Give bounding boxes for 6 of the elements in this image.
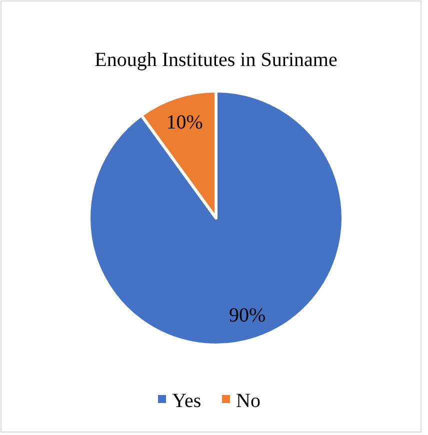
legend-label: Yes: [172, 390, 202, 412]
data-label: 90%: [229, 304, 266, 327]
legend-label: No: [236, 390, 260, 412]
data-label: 10%: [166, 111, 203, 134]
pie-slice: [88, 90, 344, 346]
chart-title: Enough Institutes in Suriname: [94, 49, 338, 71]
